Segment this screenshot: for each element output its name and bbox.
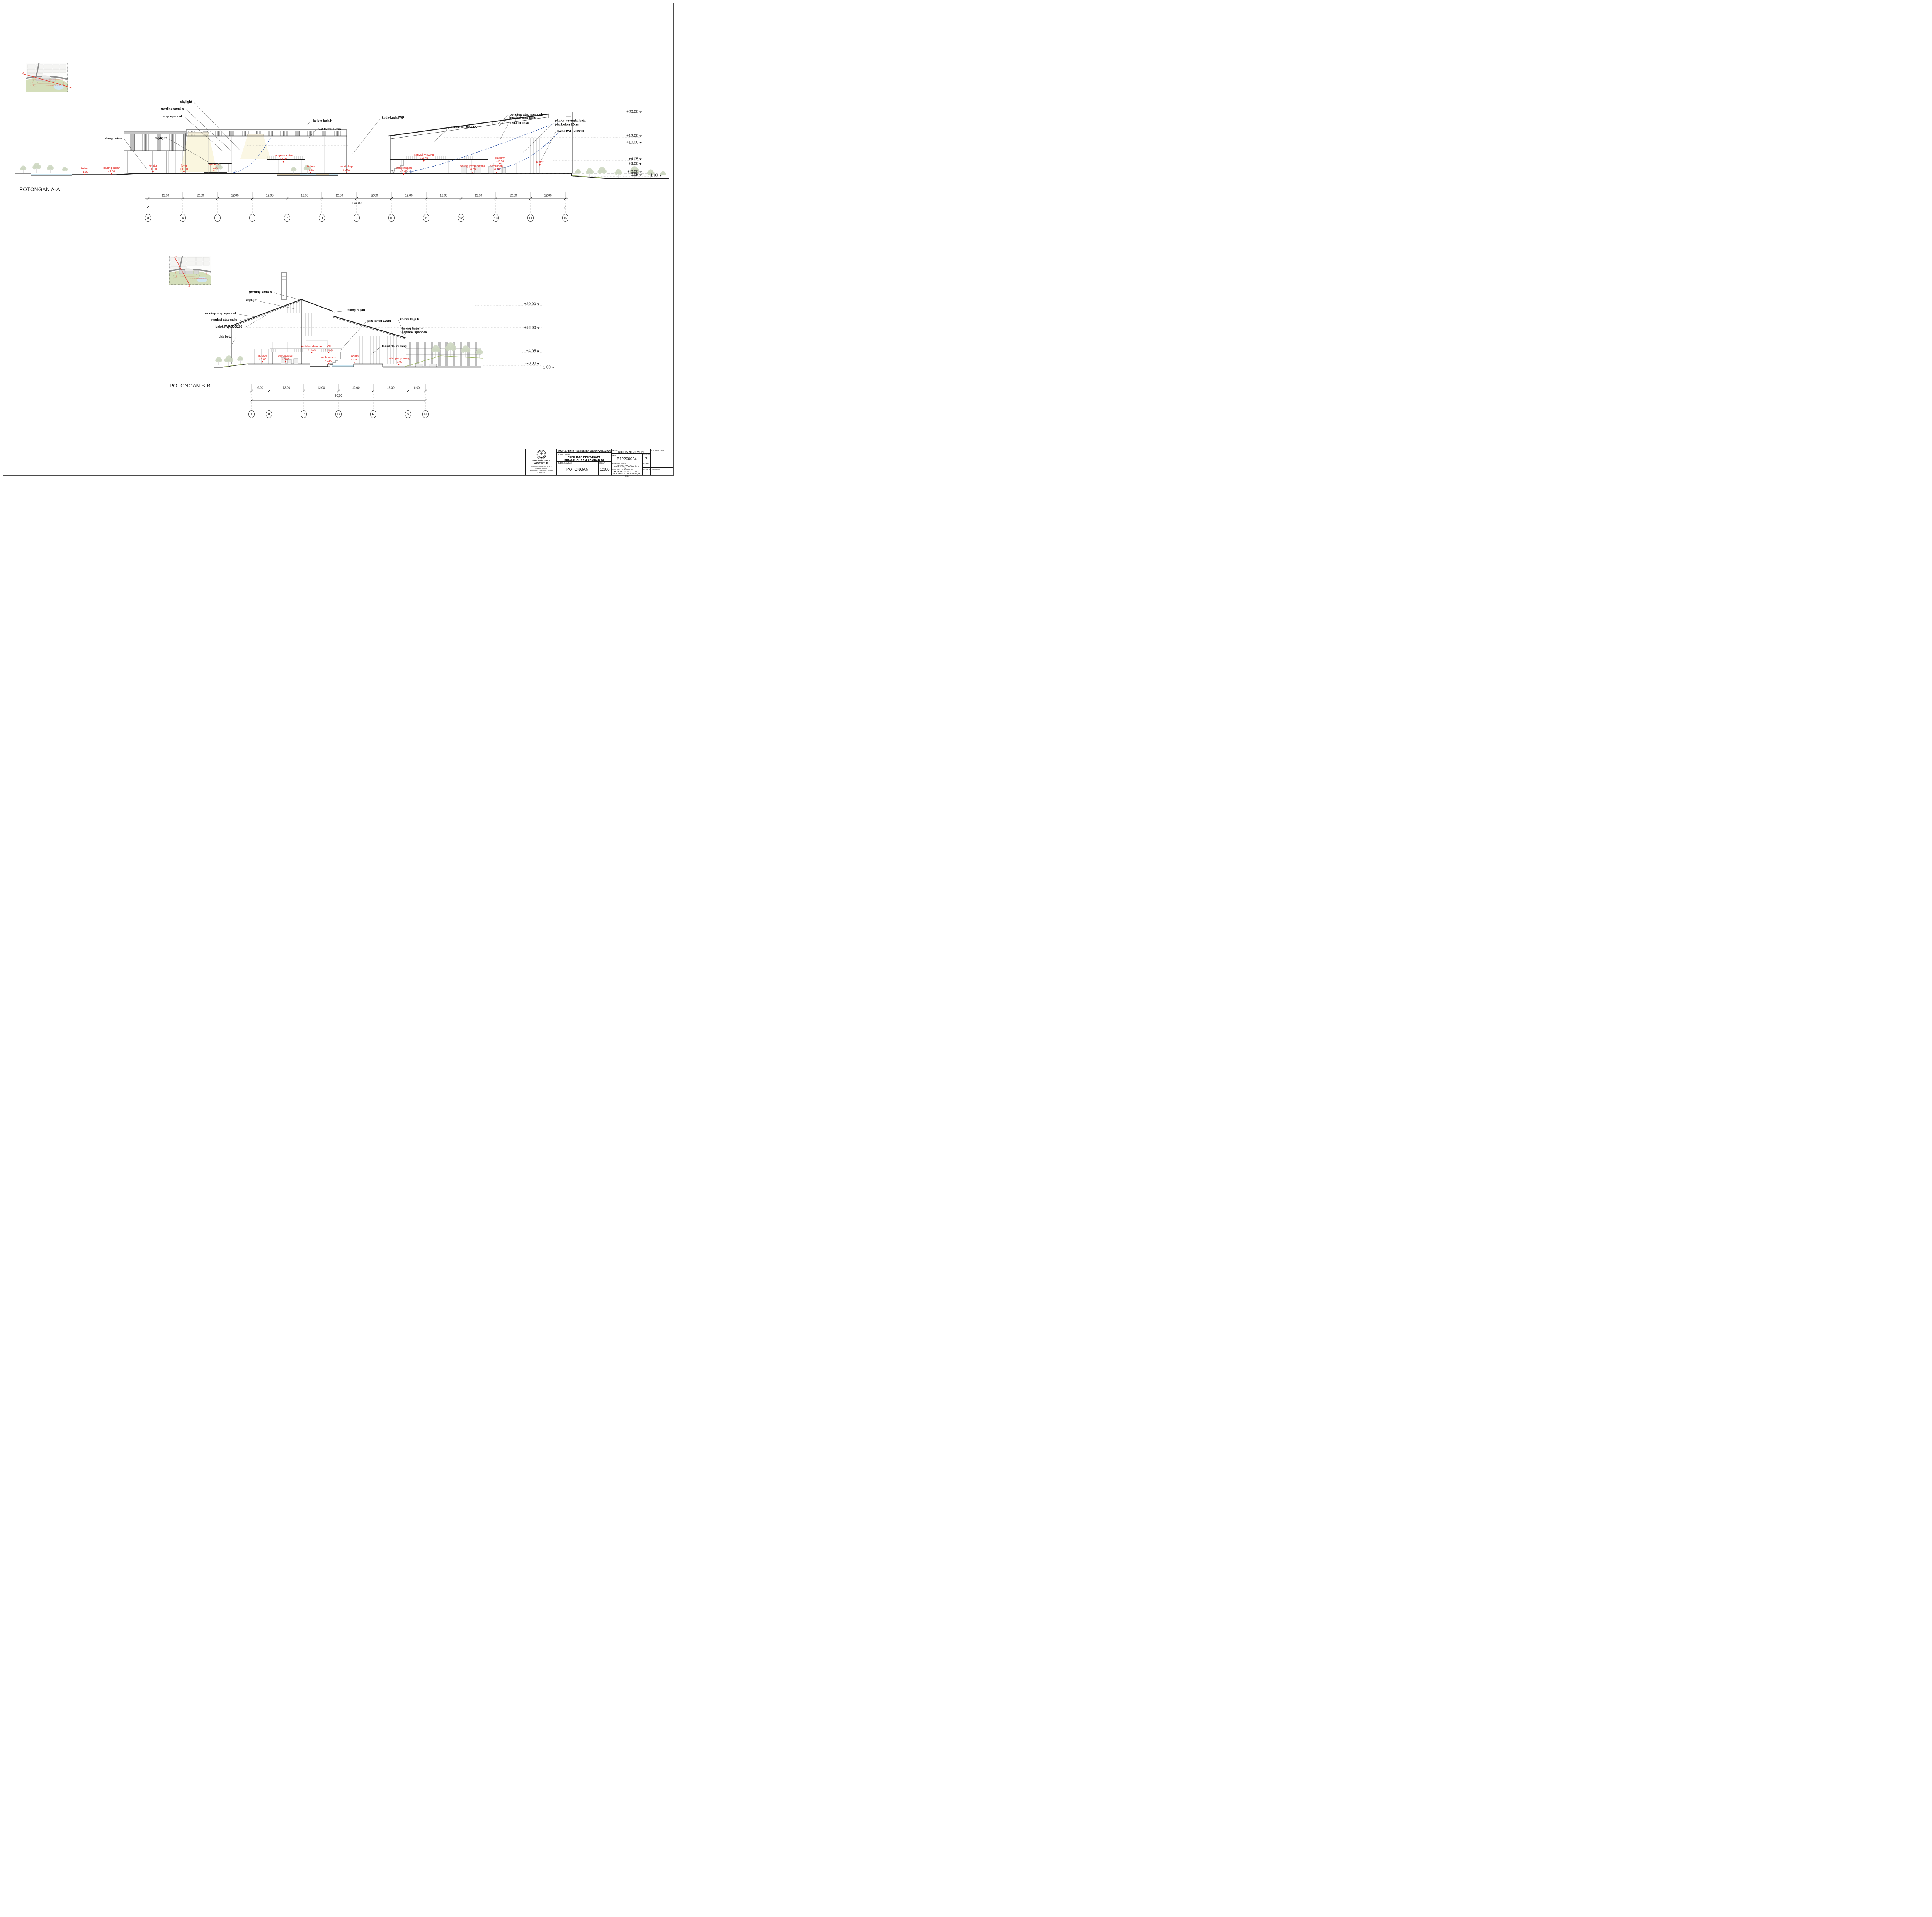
- drawing-sheet: 3 4 5 6 7 8 9 10 11 12 13 14 15 A B C D F G H POTONGAN A-A …: [0, 0, 678, 479]
- sheet-frame: [3, 3, 674, 476]
- drawing-title: POTONGAN: [566, 467, 589, 472]
- section-aa-fills: [31, 134, 354, 367]
- aa-level-guides: [247, 137, 657, 177]
- group-number: 7: [645, 457, 648, 461]
- skala-label: SKALA: [599, 462, 605, 464]
- kelompok-cell: KELOMPOK 7: [642, 454, 651, 462]
- tanggal-cell: TANGGAL: [650, 467, 673, 475]
- judul-gambar-label: JUDUL GAMBAR: [558, 462, 572, 464]
- university-logo: [536, 450, 546, 460]
- scale-value: 1:200: [600, 467, 610, 472]
- nrp-cell: NRP B12200024: [611, 454, 642, 462]
- mentor-utama: ELVINA S. WIJAYA, S.T., M.T.: [614, 465, 640, 470]
- student-name: RICHARD JEVON: [618, 450, 644, 454]
- grid-bubble: D: [337, 412, 340, 416]
- grid-bubble: B: [268, 412, 270, 416]
- judul-gambar-cell: JUDUL GAMBAR POTONGAN: [557, 461, 598, 475]
- grid-bubble: 15: [563, 216, 567, 220]
- mentor-pendamping-1: ALTREROSJE, S.T., M.T.: [614, 471, 639, 473]
- storage-shelving-h: [250, 349, 269, 364]
- bb-inner-recycled-wall: [359, 336, 403, 364]
- grid-bubble: F: [372, 412, 374, 416]
- judul-tugas-cell: JUDUL TUGAS FASILITAS EDUWISATA PENGELOL…: [557, 453, 611, 466]
- grid-bubble: 14: [529, 216, 532, 220]
- pengesahan-label: PENGESAHAN: [651, 449, 664, 451]
- grid-bubble: 10: [389, 216, 393, 220]
- nama-label: NAMA: [612, 449, 618, 451]
- skala-cell: SKALA 1:200: [598, 461, 611, 475]
- grid-bubble: 4: [182, 216, 184, 220]
- catwalk-railing: [391, 156, 488, 160]
- drawing-linework: 3 4 5 6 7 8 9 10 11 12 13 14 15 A B C D F G H: [15, 63, 669, 418]
- grid-bubble: C: [303, 412, 305, 416]
- tanggal-label: TANGGAL: [651, 468, 660, 470]
- mentor-pendamping-label: MENTOR PENDAMPING: [612, 468, 633, 470]
- mentor-pendamping-2: IR. SAMUEL HARTONO, M. SC.: [612, 473, 641, 478]
- assignment-header: TUGAS AKHIR - SEMESTER GENAP 2023/2024: [558, 450, 611, 452]
- grid-bubble: 8: [321, 216, 323, 220]
- site-key-plan: [26, 63, 68, 92]
- section-cut-lines: [22, 72, 190, 287]
- title-block: PROGRAM STUDI ARSITEKTUR FAKULTAS TEKNIK…: [525, 449, 673, 478]
- judul-tugas-label: JUDUL TUGAS: [558, 454, 570, 455]
- airflow-arrows: [233, 121, 561, 173]
- pengesahan-cell: PENGESAHAN: [650, 449, 673, 467]
- lembar-cell: LEMBAR: [642, 462, 651, 467]
- landscape-trees: [20, 163, 666, 367]
- grid-bubble: 13: [494, 216, 498, 220]
- grid-bubble: 3: [147, 216, 149, 220]
- grid-bubble: 11: [425, 216, 428, 220]
- project-title-line1: FASILITAS EDUWISATA: [567, 455, 601, 459]
- facade-louver-hatch: [125, 134, 186, 151]
- roof-band-hatch: [187, 131, 346, 136]
- bb-window-wall: [305, 313, 333, 336]
- mentor-cell: MENTOR UTAMA ELVINA S. WIJAYA, S.T., M.T…: [611, 462, 642, 478]
- lembar-label: LEMBAR: [643, 463, 651, 465]
- grid-bubble: 5: [217, 216, 219, 220]
- student-id: B12200024: [617, 457, 637, 461]
- nama-cell: NAMA RICHARD JEVON: [611, 449, 650, 454]
- grid-bubble: 9: [356, 216, 358, 220]
- grid-bubble: A: [250, 412, 253, 416]
- grid-bubble: G: [407, 412, 410, 416]
- site-key-plan: [169, 256, 211, 285]
- storage-shelving: [250, 349, 269, 364]
- recycled-facade-hatch-h: [406, 342, 481, 366]
- bb-inner-recycled-wall-h: [359, 336, 403, 364]
- section-bb-structure: [214, 272, 483, 368]
- section-aa-structure: [15, 112, 669, 179]
- mezzanine-railing: [267, 156, 305, 160]
- grid-bubble: H: [424, 412, 427, 416]
- jumlah-cell: JUMLAH: [642, 467, 650, 475]
- institution-text: PROGRAM STUDI ARSITEKTUR FAKULTAS TEKNIK…: [529, 459, 553, 474]
- nrp-label: NRP: [612, 454, 616, 456]
- grid-bubble: 7: [286, 216, 288, 220]
- mentor-utama-label: MENTOR UTAMA: [612, 463, 627, 465]
- bb-mezzanine-railing: [271, 349, 342, 352]
- grid-bubble: 12: [459, 216, 463, 220]
- generated-linework: 3 4 5 6 7 8 9 10 11 12 13 14 15 A B C D F G H: [124, 102, 568, 418]
- kelompok-label: KELOMPOK: [643, 454, 651, 456]
- jumlah-label: JUMLAH: [643, 468, 651, 470]
- grid-bubble: 6: [252, 216, 253, 220]
- title-block-header-cell: TUGAS AKHIR - SEMESTER GENAP 2023/2024: [557, 449, 611, 453]
- bb-level-guides: [247, 305, 542, 366]
- title-block-institution-cell: PROGRAM STUDI ARSITEKTUR FAKULTAS TEKNIK…: [525, 449, 557, 475]
- site-key-plans: [26, 63, 211, 285]
